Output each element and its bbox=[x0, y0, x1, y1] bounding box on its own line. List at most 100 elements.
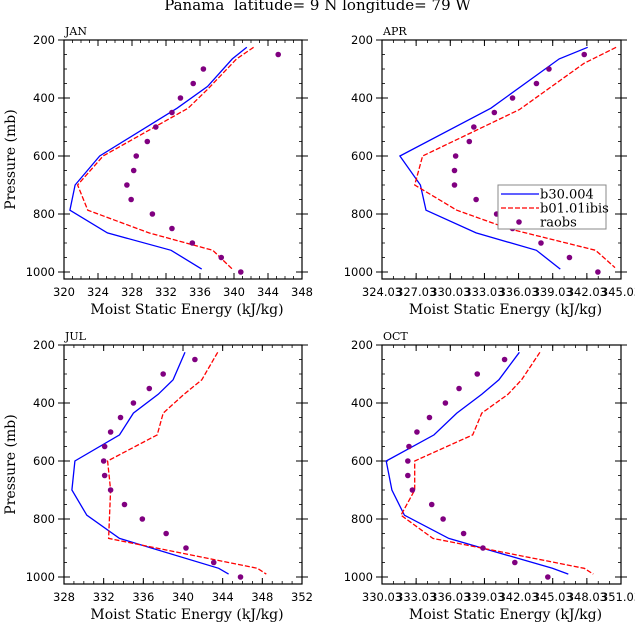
legend-label: raobs bbox=[540, 216, 577, 231]
raobs-point bbox=[545, 574, 551, 580]
x-tick-label: 345.03 bbox=[601, 285, 635, 299]
panel-label: JAN bbox=[64, 25, 87, 38]
raobs-point bbox=[428, 501, 435, 508]
raobs-point bbox=[100, 458, 107, 464]
raobs-point bbox=[466, 138, 473, 145]
raobs-point bbox=[595, 269, 601, 275]
raobs-point bbox=[160, 371, 166, 377]
legend-label: b30.004 bbox=[540, 188, 594, 203]
raobs-point bbox=[192, 356, 198, 363]
raobs-point bbox=[442, 400, 449, 406]
x-axis-title: Moist Static Energy (kJ/kg) bbox=[409, 302, 602, 318]
x-axis-title: Moist Static Energy (kJ/kg) bbox=[90, 607, 283, 623]
x-tick-label: 328 bbox=[53, 590, 75, 604]
raobs-point bbox=[121, 501, 128, 508]
x-tick-label: 327.03 bbox=[396, 285, 436, 299]
raobs-point bbox=[566, 254, 573, 261]
raobs-point bbox=[491, 109, 498, 116]
plot-frame bbox=[381, 39, 622, 280]
x-tick-label: 339.03 bbox=[464, 590, 504, 604]
figure-title: Panama latitude= 9 N longitude= 79 W bbox=[164, 0, 471, 14]
x-tick-label: 332 bbox=[93, 590, 115, 604]
raobs-point bbox=[460, 530, 467, 537]
plot-frame bbox=[63, 344, 303, 585]
y-tick-label: 400 bbox=[351, 396, 373, 410]
raobs-point bbox=[101, 472, 108, 479]
series-line-b30-004 bbox=[69, 46, 248, 270]
x-tick-label: 348 bbox=[291, 285, 313, 299]
x-axis-title: Moist Static Energy (kJ/kg) bbox=[90, 302, 283, 318]
y-tick-label: 400 bbox=[33, 396, 55, 410]
x-tick-label: 344 bbox=[257, 285, 279, 299]
raobs-point bbox=[149, 211, 156, 217]
raobs-point bbox=[163, 530, 169, 537]
raobs-point bbox=[581, 51, 588, 58]
panel-label: APR bbox=[382, 25, 407, 38]
raobs-point bbox=[456, 385, 462, 392]
raobs-point bbox=[189, 240, 196, 246]
x-tick-label: 330.03 bbox=[430, 285, 470, 299]
raobs-point bbox=[480, 545, 486, 551]
raobs-point bbox=[405, 458, 411, 464]
legend-marker bbox=[516, 219, 522, 225]
raobs-point bbox=[452, 153, 459, 159]
panel-jan: JAN 320 324 328 332 336 340 344 348 200 400 600 800 1… bbox=[3, 25, 313, 318]
raobs-point bbox=[124, 182, 130, 188]
raobs-point bbox=[501, 356, 508, 363]
x-tick-label: 328 bbox=[121, 285, 143, 299]
raobs-point bbox=[546, 66, 552, 72]
y-tick-label: 1000 bbox=[344, 570, 373, 584]
x-tick-label: 340 bbox=[223, 285, 245, 299]
raobs-point bbox=[409, 487, 416, 493]
raobs-point bbox=[107, 487, 114, 493]
y-tick-label: 800 bbox=[351, 512, 373, 526]
series-line-b01-01ibis bbox=[413, 46, 617, 269]
y-axis-title: Pressure (mb) bbox=[3, 109, 19, 209]
raobs-point bbox=[177, 95, 184, 101]
series-line-b30-004 bbox=[71, 352, 229, 575]
x-tick-label: 336 bbox=[132, 590, 154, 604]
series-line-b01-01ibis bbox=[400, 351, 594, 575]
x-tick-label: 330.03 bbox=[362, 590, 402, 604]
y-tick-label: 800 bbox=[351, 207, 373, 221]
raobs-point bbox=[107, 429, 114, 435]
y-tick-label: 200 bbox=[33, 33, 55, 47]
x-tick-label: 332 bbox=[155, 285, 177, 299]
raobs-point bbox=[414, 429, 420, 435]
raobs-point bbox=[169, 225, 175, 232]
y-tick-label: 1000 bbox=[26, 570, 55, 584]
raobs-point bbox=[146, 385, 153, 392]
x-tick-label: 352 bbox=[291, 590, 313, 604]
panel-apr: APR324.03327.03330.03333.03336.03339.033… bbox=[344, 25, 635, 318]
raobs-point bbox=[237, 574, 244, 580]
x-tick-label: 333.03 bbox=[396, 590, 436, 604]
raobs-point bbox=[451, 167, 458, 174]
raobs-point bbox=[451, 182, 458, 188]
raobs-point bbox=[471, 124, 477, 130]
series-line-b30-004 bbox=[385, 351, 569, 575]
plot-frame bbox=[381, 344, 622, 585]
y-tick-label: 1000 bbox=[26, 265, 55, 279]
series-line-b30-004 bbox=[398, 46, 588, 270]
raobs-point bbox=[238, 269, 244, 275]
y-tick-label: 1000 bbox=[344, 265, 373, 279]
raobs-point bbox=[101, 443, 108, 450]
x-tick-label: 348 bbox=[251, 590, 273, 604]
x-tick-label: 339.03 bbox=[533, 285, 573, 299]
y-tick-label: 600 bbox=[33, 149, 55, 163]
raobs-point bbox=[210, 559, 217, 566]
raobs-point bbox=[144, 138, 151, 145]
legend-entry-b30-004: b30.004 bbox=[501, 188, 594, 203]
y-tick-label: 400 bbox=[351, 91, 373, 105]
raobs-point bbox=[406, 443, 412, 450]
legend-label: b01.01ibis bbox=[540, 202, 609, 217]
raobs-point bbox=[153, 124, 159, 130]
y-tick-label: 800 bbox=[33, 512, 55, 526]
legend-box bbox=[497, 184, 607, 230]
raobs-point bbox=[440, 516, 446, 522]
x-tick-label: 340 bbox=[172, 590, 194, 604]
raobs-point bbox=[426, 414, 433, 421]
raobs-point bbox=[509, 95, 516, 101]
x-tick-label: 324 bbox=[87, 285, 109, 299]
